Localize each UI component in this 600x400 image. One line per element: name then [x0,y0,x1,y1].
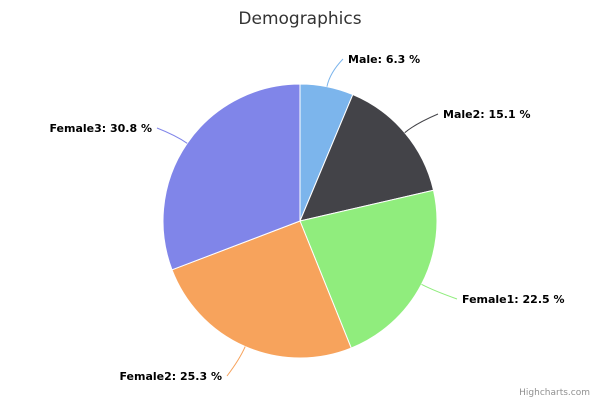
label-connector-female1 [421,283,458,300]
label-connector-male [326,58,344,87]
label-connector-female3 [156,127,188,144]
data-labels: Male: 6.3 % Male2: 15.1 % Female1: 22.5 % F… [49,53,564,383]
data-label-female1: Female1: 22.5 % [462,293,565,306]
label-connector-male2 [404,113,439,134]
pie-slice-female1[interactable] [299,189,438,349]
data-label-male: Male: 6.3 % [348,53,420,66]
label-connector-female2 [226,346,246,377]
pie-slices [162,83,438,359]
label-connectors [156,58,458,377]
pie-slice-male2[interactable] [299,94,435,222]
data-label-female3: Female3: 30.8 % [49,122,152,135]
chart-title: Demographics [238,9,361,29]
data-label-female2: Female2: 25.3 % [119,370,222,383]
pie-slice-female3[interactable] [162,83,301,271]
pie-slice-female2[interactable] [171,220,352,359]
data-label-male2: Male2: 15.1 % [443,108,530,121]
credits-link[interactable]: Highcharts.com [519,388,590,398]
